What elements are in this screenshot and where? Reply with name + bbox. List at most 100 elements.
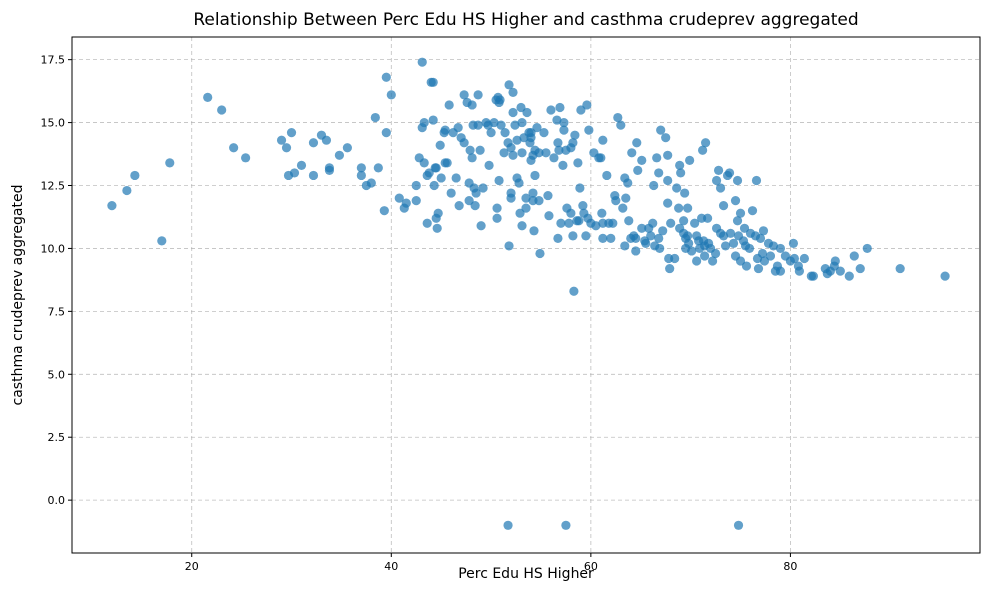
y-tick-label: 7.5	[48, 305, 66, 318]
data-point	[165, 158, 175, 168]
data-point	[584, 125, 594, 135]
data-point	[529, 226, 539, 236]
data-point	[631, 246, 641, 256]
data-point	[830, 256, 840, 266]
data-point	[553, 138, 563, 148]
data-point	[453, 123, 463, 133]
data-point	[475, 145, 485, 155]
data-point	[496, 120, 506, 130]
data-point	[276, 135, 287, 145]
data-point	[570, 130, 580, 140]
data-point	[492, 203, 502, 213]
data-point	[217, 105, 227, 115]
data-point	[627, 148, 637, 158]
data-point	[598, 233, 608, 243]
data-point	[386, 90, 396, 100]
data-point	[758, 226, 769, 236]
data-point	[342, 143, 352, 153]
data-point	[895, 263, 905, 274]
data-point	[394, 193, 404, 203]
data-point	[755, 233, 766, 243]
data-point	[632, 138, 642, 148]
data-point	[730, 196, 741, 206]
data-point	[744, 243, 755, 254]
data-point	[470, 201, 480, 211]
data-point	[521, 203, 531, 213]
data-point	[666, 218, 676, 228]
data-point	[534, 196, 544, 206]
grid-layer	[72, 37, 980, 553]
data-point	[665, 263, 675, 274]
data-point	[419, 117, 429, 128]
plot-frame	[71, 36, 981, 554]
data-point	[641, 238, 651, 248]
data-point	[578, 201, 588, 211]
data-point	[620, 241, 630, 251]
data-point	[675, 160, 685, 170]
data-point	[544, 211, 554, 221]
data-point	[720, 241, 731, 251]
y-tick-label: 10.0	[41, 242, 66, 255]
data-point	[624, 216, 634, 226]
data-point	[107, 201, 117, 211]
data-point	[655, 243, 665, 254]
data-point	[504, 80, 514, 90]
data-point	[451, 173, 461, 183]
data-point	[381, 128, 391, 138]
data-point	[591, 221, 601, 231]
data-point	[753, 263, 764, 274]
y-tick-label: 17.5	[41, 54, 66, 67]
data-point	[356, 170, 366, 181]
data-point	[467, 153, 477, 163]
data-point	[370, 112, 380, 123]
data-point	[555, 102, 565, 113]
data-point	[308, 138, 319, 148]
data-point	[561, 520, 571, 530]
data-point	[553, 233, 563, 243]
data-point	[521, 193, 531, 203]
data-point	[444, 100, 454, 110]
x-tick-label: 20	[185, 560, 199, 573]
data-point	[428, 115, 438, 125]
data-point	[788, 238, 799, 248]
data-point	[725, 228, 736, 238]
data-point	[478, 183, 488, 193]
data-point	[489, 117, 499, 128]
data-point	[568, 231, 578, 241]
data-point	[672, 183, 682, 193]
data-point	[674, 203, 684, 213]
x-tick-label: 80	[783, 560, 797, 573]
data-point	[517, 117, 527, 128]
data-point	[229, 143, 239, 153]
data-point	[324, 165, 335, 175]
data-point	[429, 180, 439, 191]
data-point	[500, 128, 510, 138]
data-point	[549, 153, 559, 163]
data-point	[613, 112, 623, 123]
data-point	[495, 95, 505, 105]
data-point	[707, 256, 718, 266]
data-point	[621, 193, 631, 203]
data-point	[568, 138, 578, 148]
data-point	[559, 117, 569, 128]
data-point	[661, 133, 671, 143]
data-point	[683, 231, 693, 241]
data-point	[534, 148, 544, 158]
data-point	[442, 158, 452, 168]
data-point	[654, 168, 664, 178]
data-point	[528, 188, 538, 198]
data-point	[422, 218, 432, 228]
data-point	[616, 120, 626, 130]
data-point	[440, 125, 450, 135]
data-point	[454, 201, 464, 211]
y-tick-label: 15.0	[41, 117, 66, 130]
y-axis-title: casthma crudeprev aggregated	[10, 185, 26, 406]
data-point	[122, 185, 132, 196]
data-point	[623, 178, 633, 188]
data-point	[435, 140, 445, 150]
data-point	[431, 213, 441, 223]
data-point	[573, 158, 583, 168]
data-point	[751, 175, 762, 186]
data-point	[676, 168, 686, 178]
data-point	[728, 238, 739, 248]
